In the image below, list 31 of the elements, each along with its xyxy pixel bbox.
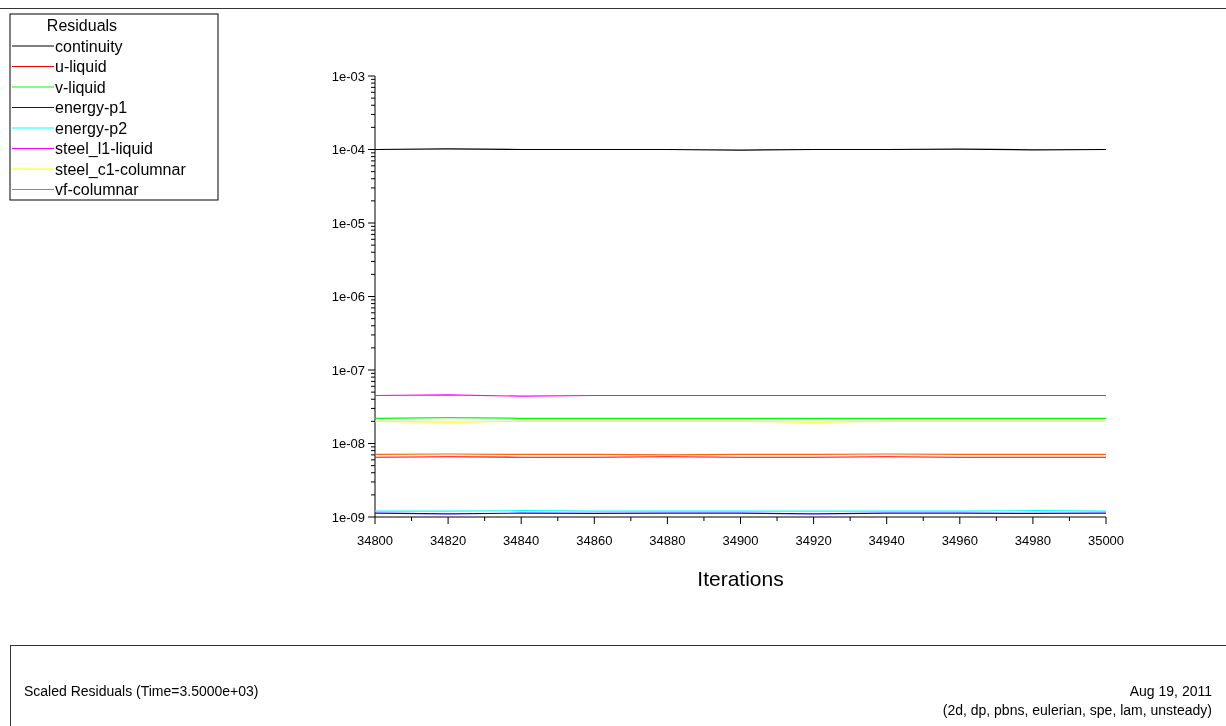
legend-label: steel_c1-columnar	[55, 160, 187, 179]
legend-label: continuity	[55, 37, 123, 55]
x-tick-label: 34800	[356, 533, 394, 548]
legend-label: u-liquid	[55, 58, 107, 75]
x-tick-label: 34900	[722, 533, 759, 548]
legend-label: energy-p2	[55, 119, 128, 137]
x-tick-label: 34860	[576, 533, 613, 548]
x-tick-label: 34940	[868, 533, 905, 548]
legend-label: energy-p1	[55, 99, 128, 116]
x-tick-label: 34820	[430, 533, 467, 548]
x-axis-title: Iterations	[697, 567, 784, 590]
x-tick-label: 34920	[795, 533, 832, 548]
text: Scaled Residuals (Time=3.5000e+03)	[24, 683, 259, 699]
y-tick-label: 1e-09	[331, 509, 365, 525]
legend-label: v-liquid	[55, 78, 106, 96]
x-tick-label: 34880	[649, 533, 686, 548]
x-tick-label: 34840	[503, 533, 540, 548]
legend-label: steel_l1-liquid	[55, 140, 153, 158]
y-tick-label: 1e-06	[331, 289, 365, 304]
x-tick-label: 34980	[1014, 533, 1051, 548]
y-tick-label: 1e-04	[331, 142, 365, 157]
text: (2d, dp, pbns, eulerian, spe, lam, unsteady)	[942, 702, 1212, 718]
y-tick-label: 1e-08	[331, 436, 365, 451]
x-tick-label: 35000	[1087, 533, 1125, 548]
x-tick-label: 34960	[941, 533, 978, 548]
y-tick-label: 1e-03	[331, 68, 365, 84]
legend-label: vf-columnar	[55, 181, 140, 198]
y-tick-label: 1e-07	[331, 362, 365, 378]
y-tick-label: 1e-05	[331, 215, 365, 231]
legend-title: Residuals	[46, 17, 118, 34]
text: Aug 19, 2011	[1129, 683, 1213, 699]
